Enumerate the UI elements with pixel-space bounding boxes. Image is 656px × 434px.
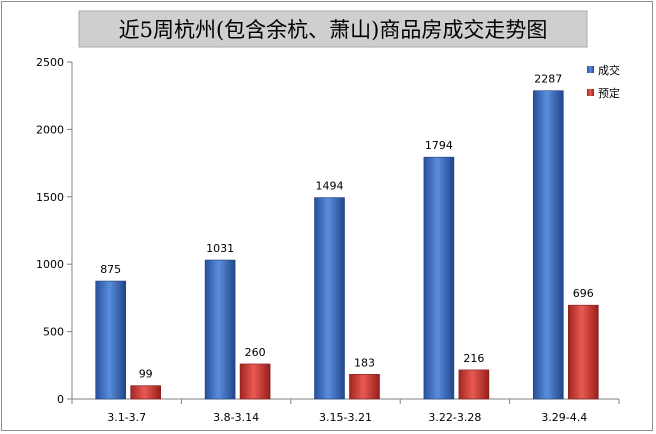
y-tick-label: 1500 bbox=[36, 191, 64, 204]
bars-group bbox=[95, 90, 599, 400]
x-axis: 3.1-3.7 3.8-3.14 3.15-3.21 3.22-3.28 3.29-4.… bbox=[71, 398, 620, 424]
chart-title-background bbox=[78, 10, 588, 48]
x-tick-label: 3.29-4.4 bbox=[541, 411, 587, 424]
data-labels-group: 875 99 1031 260 1494 183 1794 216 2287 696 bbox=[100, 73, 594, 381]
legend-swatch-成交 bbox=[587, 66, 594, 73]
x-tick-label: 3.8-3.14 bbox=[213, 411, 259, 424]
bar-预定-3.8-3.14 bbox=[239, 363, 271, 400]
bar-成交-3.1-3.7 bbox=[95, 280, 126, 400]
data-label-成交-3.8-3.14: 1031 bbox=[206, 242, 234, 255]
data-label-预定-3.22-3.28: 216 bbox=[463, 352, 484, 365]
bar-成交-3.15-3.21 bbox=[314, 197, 345, 400]
bar-成交-3.22-3.28 bbox=[423, 156, 455, 400]
data-label-成交-3.1-3.7: 875 bbox=[100, 263, 121, 276]
y-tick-label: 500 bbox=[43, 326, 64, 339]
data-label-成交-3.15-3.21: 1494 bbox=[316, 180, 344, 193]
data-label-预定-3.1-3.7: 99 bbox=[139, 368, 153, 381]
data-label-成交-3.22-3.28: 1794 bbox=[425, 139, 453, 152]
data-label-预定-3.15-3.21: 183 bbox=[354, 356, 375, 369]
chart-title-group: 近5周杭州(包含余杭、萧山)商品房成交走势图 bbox=[78, 10, 588, 48]
legend-label-成交: 成交 bbox=[598, 63, 620, 77]
bar-预定-3.15-3.21 bbox=[349, 374, 380, 400]
y-tick-label: 2500 bbox=[36, 56, 64, 69]
y-tick-label: 0 bbox=[57, 393, 64, 406]
x-tick-label: 3.15-3.21 bbox=[319, 411, 372, 424]
legend-swatch-预定 bbox=[587, 89, 594, 96]
chart-title: 近5周杭州(包含余杭、萧山)商品房成交走势图 bbox=[119, 18, 548, 42]
bar-成交-3.8-3.14 bbox=[204, 259, 236, 400]
bar-预定-3.22-3.28 bbox=[458, 369, 490, 400]
y-tick-label: 2000 bbox=[36, 123, 64, 136]
data-label-成交-3.29-4.4: 2287 bbox=[534, 73, 562, 86]
x-tick-label: 3.1-3.7 bbox=[107, 411, 146, 424]
y-axis-ticks: 0 500 1000 1500 2000 2500 bbox=[36, 56, 72, 406]
bar-预定-3.29-4.4 bbox=[567, 304, 599, 400]
data-label-预定-3.29-4.4: 696 bbox=[573, 287, 594, 300]
y-axis: 0 500 1000 1500 2000 2500 bbox=[36, 56, 73, 406]
bar-成交-3.29-4.4 bbox=[532, 90, 564, 400]
x-tick-label: 3.22-3.28 bbox=[428, 411, 481, 424]
legend: 成交 预定 bbox=[587, 63, 620, 100]
data-label-预定-3.8-3.14: 260 bbox=[245, 346, 266, 359]
x-axis-ticks: 3.1-3.7 3.8-3.14 3.15-3.21 3.22-3.28 3.29-4.… bbox=[71, 399, 620, 424]
bar-预定-3.1-3.7 bbox=[130, 385, 161, 400]
legend-label-预定: 预定 bbox=[598, 86, 620, 100]
y-tick-label: 1000 bbox=[36, 258, 64, 271]
